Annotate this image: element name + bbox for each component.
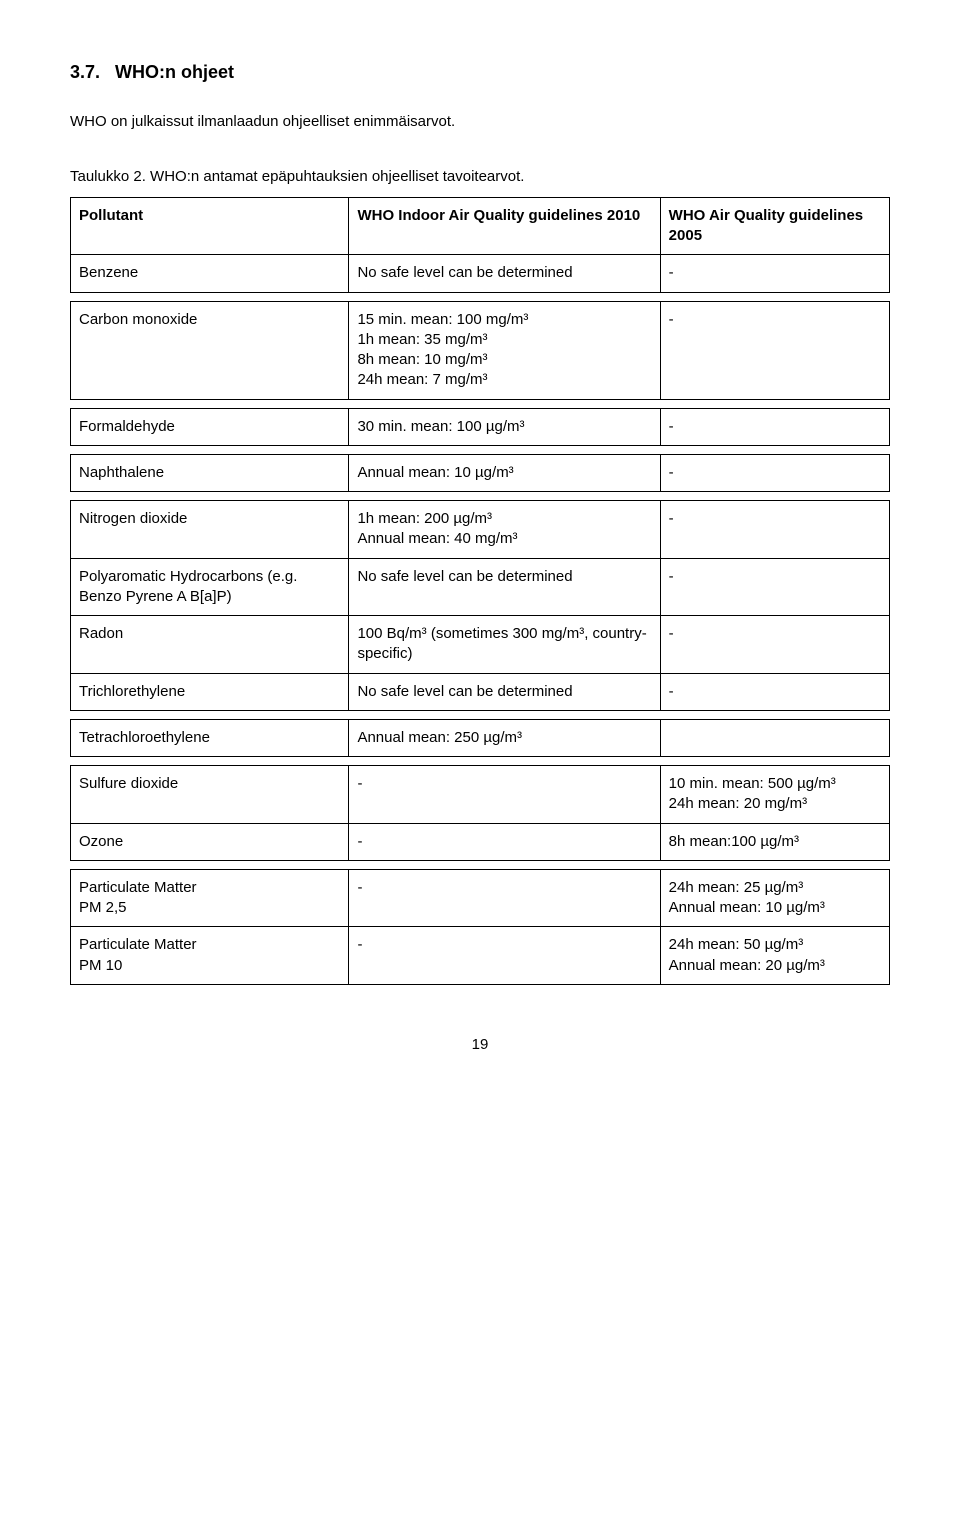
cell-pollutant: Polyaromatic Hydrocarbons (e.g. Benzo Py…	[71, 558, 349, 616]
table-row: Ozone - 8h mean:100 µg/m³	[71, 823, 890, 860]
who-table-7: Sulfure dioxide - 10 min. mean: 500 µg/m…	[70, 765, 890, 861]
cell-guideline-2010: Annual mean: 250 µg/m³	[349, 719, 660, 756]
table-row: Naphthalene Annual mean: 10 µg/m³ -	[71, 454, 890, 491]
cell-guideline-2005: -	[660, 501, 889, 559]
who-table-6: Tetrachloroethylene Annual mean: 250 µg/…	[70, 719, 890, 757]
table-row: Benzene No safe level can be determined …	[71, 255, 890, 292]
section-number: 3.7.	[70, 62, 100, 82]
table-row: Pollutant WHO Indoor Air Quality guideli…	[71, 197, 890, 255]
section-title-text: WHO:n ohjeet	[115, 62, 234, 82]
intro-paragraph: WHO on julkaissut ilmanlaadun ohjeellise…	[70, 112, 890, 132]
cell-guideline-2010: -	[349, 869, 660, 927]
who-table-3: Formaldehyde 30 min. mean: 100 µg/m³ -	[70, 408, 890, 446]
table-row: Sulfure dioxide - 10 min. mean: 500 µg/m…	[71, 766, 890, 824]
cell-guideline-2010: 15 min. mean: 100 mg/m³ 1h mean: 35 mg/m…	[349, 301, 660, 399]
cell-guideline-2010: No safe level can be determined	[349, 255, 660, 292]
cell-guideline-2010: -	[349, 823, 660, 860]
cell-guideline-2010: -	[349, 927, 660, 985]
cell-pollutant: Sulfure dioxide	[71, 766, 349, 824]
cell-guideline-2005: -	[660, 255, 889, 292]
cell-guideline-2005: 24h mean: 25 µg/m³ Annual mean: 10 µg/m³	[660, 869, 889, 927]
table-caption: Taulukko 2. WHO:n antamat epäpuhtauksien…	[70, 167, 890, 187]
cell-guideline-2005: -	[660, 408, 889, 445]
cell-guideline-2005: 10 min. mean: 500 µg/m³ 24h mean: 20 mg/…	[660, 766, 889, 824]
cell-guideline-2005: 8h mean:100 µg/m³	[660, 823, 889, 860]
cell-pollutant: Tetrachloroethylene	[71, 719, 349, 756]
cell-guideline-2010: Annual mean: 10 µg/m³	[349, 454, 660, 491]
cell-guideline-2010: No safe level can be determined	[349, 558, 660, 616]
table-row: Trichlorethylene No safe level can be de…	[71, 673, 890, 710]
table-row: Nitrogen dioxide 1h mean: 200 µg/m³ Annu…	[71, 501, 890, 559]
cell-guideline-2010: 100 Bq/m³ (sometimes 300 mg/m³, country-…	[349, 616, 660, 674]
table-row: Carbon monoxide 15 min. mean: 100 mg/m³ …	[71, 301, 890, 399]
cell-guideline-2010: 30 min. mean: 100 µg/m³	[349, 408, 660, 445]
cell-pollutant: Naphthalene	[71, 454, 349, 491]
table-row: Polyaromatic Hydrocarbons (e.g. Benzo Py…	[71, 558, 890, 616]
cell-guideline-2005: -	[660, 616, 889, 674]
who-table-1: Pollutant WHO Indoor Air Quality guideli…	[70, 197, 890, 293]
who-table-2: Carbon monoxide 15 min. mean: 100 mg/m³ …	[70, 301, 890, 400]
table-row: Radon 100 Bq/m³ (sometimes 300 mg/m³, co…	[71, 616, 890, 674]
section-heading: 3.7. WHO:n ohjeet	[70, 60, 890, 84]
cell-pollutant: Particulate Matter PM 2,5	[71, 869, 349, 927]
cell-pollutant: Ozone	[71, 823, 349, 860]
cell-pollutant: Nitrogen dioxide	[71, 501, 349, 559]
cell-pollutant: Benzene	[71, 255, 349, 292]
cell-pollutant: Carbon monoxide	[71, 301, 349, 399]
cell-guideline-2010: No safe level can be determined	[349, 673, 660, 710]
cell-guideline-2005: -	[660, 673, 889, 710]
cell-guideline-2010: 1h mean: 200 µg/m³ Annual mean: 40 mg/m³	[349, 501, 660, 559]
cell-guideline-2005	[660, 719, 889, 756]
table-row: Particulate Matter PM 10 - 24h mean: 50 …	[71, 927, 890, 985]
cell-pollutant: Radon	[71, 616, 349, 674]
table-row: Particulate Matter PM 2,5 - 24h mean: 25…	[71, 869, 890, 927]
cell-guideline-2005: 24h mean: 50 µg/m³ Annual mean: 20 µg/m³	[660, 927, 889, 985]
cell-guideline-2005: WHO Air Quality guidelines 2005	[660, 197, 889, 255]
cell-pollutant: Trichlorethylene	[71, 673, 349, 710]
table-row: Tetrachloroethylene Annual mean: 250 µg/…	[71, 719, 890, 756]
cell-guideline-2005: -	[660, 558, 889, 616]
page-number: 19	[70, 1035, 890, 1055]
cell-pollutant: Formaldehyde	[71, 408, 349, 445]
who-table-8: Particulate Matter PM 2,5 - 24h mean: 25…	[70, 869, 890, 985]
who-table-5: Nitrogen dioxide 1h mean: 200 µg/m³ Annu…	[70, 500, 890, 711]
cell-guideline-2005: -	[660, 301, 889, 399]
table-row: Formaldehyde 30 min. mean: 100 µg/m³ -	[71, 408, 890, 445]
cell-pollutant: Pollutant	[71, 197, 349, 255]
who-table-4: Naphthalene Annual mean: 10 µg/m³ -	[70, 454, 890, 492]
cell-guideline-2010: -	[349, 766, 660, 824]
cell-pollutant: Particulate Matter PM 10	[71, 927, 349, 985]
cell-guideline-2010: WHO Indoor Air Quality guidelines 2010	[349, 197, 660, 255]
cell-guideline-2005: -	[660, 454, 889, 491]
